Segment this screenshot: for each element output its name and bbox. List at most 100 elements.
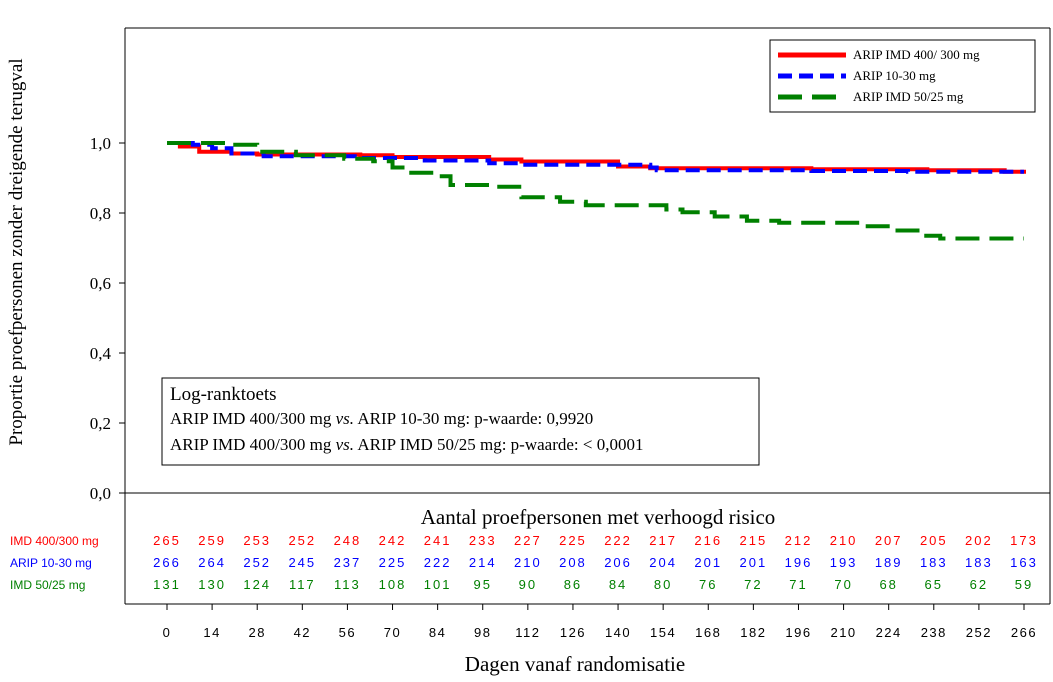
risk-value: 227 (514, 533, 542, 548)
risk-value: 189 (875, 555, 903, 570)
series-line-2 (167, 141, 1024, 174)
risk-value: 252 (288, 533, 316, 548)
x-tick-label: 84 (429, 625, 446, 640)
risk-value: 216 (694, 533, 722, 548)
risk-value: 266 (153, 555, 181, 570)
x-axis-label: Dagen vanaf randomisatie (465, 652, 685, 676)
risk-value: 242 (379, 533, 407, 548)
risk-value: 80 (654, 577, 672, 592)
y-tick-label: 0,8 (90, 204, 111, 223)
risk-value: 215 (740, 533, 768, 548)
x-tick-label: 210 (830, 625, 856, 640)
legend-label-2: ARIP 10-30 mg (853, 68, 936, 83)
risk-value: 183 (965, 555, 993, 570)
risk-value: 222 (604, 533, 632, 548)
risk-value: 86 (564, 577, 582, 592)
x-tick-label: 224 (876, 625, 902, 640)
risk-value: 183 (920, 555, 948, 570)
risk-value: 90 (519, 577, 537, 592)
risk-value: 259 (198, 533, 226, 548)
risk-value: 124 (243, 577, 271, 592)
risk-value: 95 (474, 577, 492, 592)
x-tick-label: 140 (605, 625, 631, 640)
log-rank-title: Log-ranktoets (170, 384, 277, 405)
risk-value: 117 (289, 577, 316, 592)
risk-value: 214 (469, 555, 497, 570)
risk-value: 253 (243, 533, 271, 548)
risk-value: 163 (1010, 555, 1038, 570)
legend-label-1: ARIP IMD 400/ 300 mg (853, 47, 980, 62)
risk-value: 131 (153, 577, 181, 592)
y-tick-label: 0,0 (90, 484, 111, 503)
risk-value: 130 (198, 577, 226, 592)
risk-value: 108 (379, 577, 407, 592)
x-tick-label: 266 (1011, 625, 1037, 640)
risk-value: 113 (334, 577, 361, 592)
risk-value: 202 (965, 533, 993, 548)
legend-box (769, 39, 1036, 113)
y-tick-label: 0,4 (90, 344, 112, 363)
log-rank-line-1: ARIP IMD 400/300 mg vs. ARIP 10-30 mg: p… (170, 409, 593, 428)
risk-row-label-2: ARIP 10-30 mg (10, 556, 92, 570)
x-tick-label: 42 (294, 625, 311, 640)
log-rank-line-2: ARIP IMD 400/300 mg vs. ARIP IMD 50/25 m… (170, 435, 643, 454)
risk-value: 205 (920, 533, 948, 548)
x-tick-label: 0 (163, 625, 172, 640)
risk-value: 206 (604, 555, 632, 570)
y-tick-label: 0,6 (90, 274, 111, 293)
risk-value: 101 (424, 577, 452, 592)
x-tick-label: 28 (248, 625, 265, 640)
x-tick-label: 154 (650, 625, 676, 640)
risk-value: 65 (925, 577, 943, 592)
x-tick-label: 252 (966, 625, 992, 640)
x-tick-label: 14 (203, 625, 220, 640)
log-rank-line-2-vs: vs. (336, 435, 354, 454)
y-tick-label: 1,0 (90, 134, 111, 153)
risk-value: 207 (875, 533, 903, 548)
risk-value: 210 (514, 555, 542, 570)
risk-value: 241 (424, 533, 452, 548)
log-rank-line-1-a: ARIP IMD 400/300 mg (170, 409, 336, 428)
x-tick-label: 112 (515, 625, 540, 640)
legend-label-3: ARIP IMD 50/25 mg (853, 89, 964, 104)
risk-value: 212 (785, 533, 813, 548)
risk-value: 222 (424, 555, 452, 570)
y-axis-ticks: 0,0 0,2 0,4 0,6 0,8 1,0 (90, 134, 125, 503)
log-rank-frame (161, 377, 760, 466)
x-tick-label: 56 (339, 625, 356, 640)
risk-value: 264 (198, 555, 226, 570)
y-axis-label: Proportie proefpersonen zonder dreigende… (6, 58, 27, 445)
risk-row-label-3: IMD 50/25 mg (10, 578, 85, 592)
risk-value: 201 (740, 555, 768, 570)
risk-value: 76 (699, 577, 717, 592)
x-tick-label: 182 (740, 625, 766, 640)
risk-value: 248 (334, 533, 362, 548)
risk-value: 204 (649, 555, 677, 570)
risk-value: 71 (789, 577, 807, 592)
risk-value: 237 (334, 555, 362, 570)
log-rank-line-2-b: ARIP IMD 50/25 mg: p-waarde: < 0,0001 (354, 435, 643, 454)
x-tick-label: 238 (921, 625, 947, 640)
risk-value: 70 (834, 577, 852, 592)
risk-value: 225 (379, 555, 407, 570)
x-tick-label: 168 (695, 625, 721, 640)
log-rank-line-2-a: ARIP IMD 400/300 mg (170, 435, 336, 454)
risk-value: 193 (830, 555, 858, 570)
x-tick-label: 196 (785, 625, 811, 640)
log-rank-line-1-b: ARIP 10-30 mg: p-waarde: 0,9920 (354, 409, 593, 428)
series-layer (167, 141, 1026, 241)
risk-value: 201 (694, 555, 722, 570)
risk-table-title: Aantal proefpersonen met verhoogd risico (421, 505, 776, 529)
risk-value: 217 (649, 533, 677, 548)
risk-value: 173 (1010, 533, 1038, 548)
risk-value: 84 (609, 577, 627, 592)
log-rank-box: Log-ranktoets ARIP IMD 400/300 mg vs. AR… (161, 377, 760, 466)
risk-value: 210 (830, 533, 858, 548)
series-line-3 (167, 141, 1024, 241)
risk-value: 225 (559, 533, 587, 548)
x-tick-label: 98 (474, 625, 491, 640)
y-tick-label: 0,2 (90, 414, 111, 433)
risk-value: 252 (243, 555, 271, 570)
risk-value: 68 (879, 577, 897, 592)
